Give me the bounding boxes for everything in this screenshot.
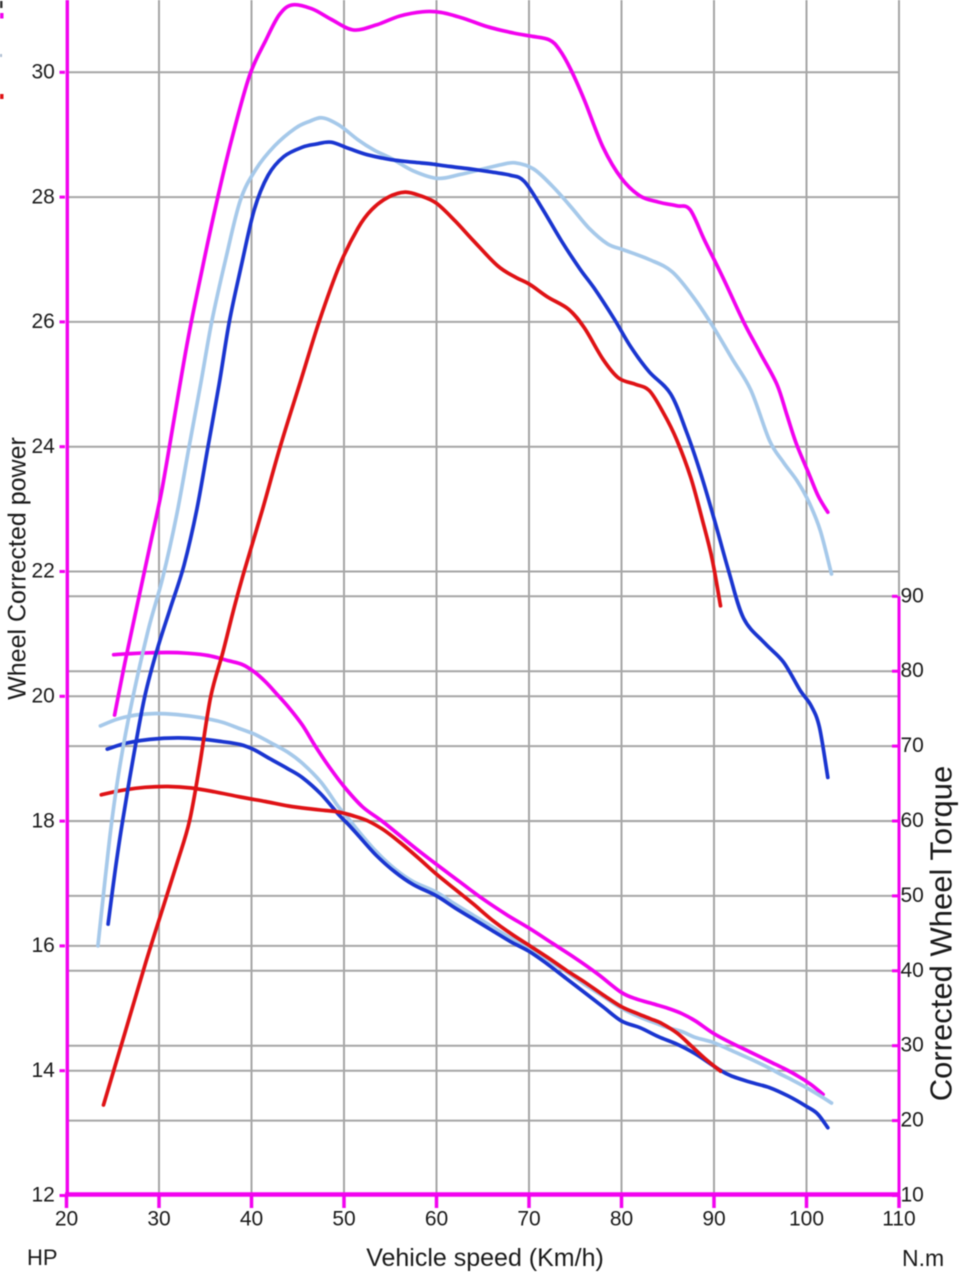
svg-text:70: 70	[517, 1207, 540, 1230]
svg-text:40: 40	[901, 959, 924, 982]
svg-text:20: 20	[901, 1109, 924, 1132]
svg-text:70: 70	[901, 734, 924, 757]
svg-text:26: 26	[31, 310, 54, 333]
svg-text:60: 60	[901, 809, 924, 832]
svg-text:60: 60	[425, 1207, 448, 1230]
svg-text:30: 30	[31, 61, 54, 84]
svg-text:Vehicle speed (Km/h): Vehicle speed (Km/h)	[366, 1244, 604, 1272]
svg-text:80: 80	[610, 1207, 633, 1230]
svg-text:30: 30	[901, 1034, 924, 1057]
svg-text:HP: HP	[27, 1245, 58, 1270]
svg-text:80: 80	[901, 659, 924, 682]
svg-text:28: 28	[31, 185, 54, 208]
svg-text:110: 110	[882, 1207, 915, 1230]
svg-text:20: 20	[55, 1207, 78, 1230]
svg-text:50: 50	[332, 1207, 355, 1230]
svg-text:40: 40	[240, 1207, 263, 1230]
svg-text:10: 10	[901, 1184, 924, 1207]
svg-text:50: 50	[901, 884, 924, 907]
svg-text:16: 16	[31, 934, 54, 957]
svg-text:90: 90	[901, 584, 924, 607]
svg-text:20: 20	[31, 685, 54, 708]
svg-text:12: 12	[31, 1184, 54, 1207]
svg-text:90: 90	[702, 1207, 725, 1230]
svg-text:Corrected Wheel Torque: Corrected Wheel Torque	[924, 766, 959, 1101]
svg-text:30: 30	[147, 1207, 170, 1230]
svg-text:14: 14	[31, 1059, 55, 1082]
svg-text:24: 24	[31, 435, 55, 458]
svg-text:Wheel Corrected power: Wheel Corrected power	[4, 437, 32, 700]
svg-text:18: 18	[31, 809, 54, 832]
svg-text:N.m: N.m	[902, 1245, 944, 1271]
svg-text:22: 22	[31, 560, 54, 583]
svg-text:100: 100	[789, 1207, 824, 1230]
